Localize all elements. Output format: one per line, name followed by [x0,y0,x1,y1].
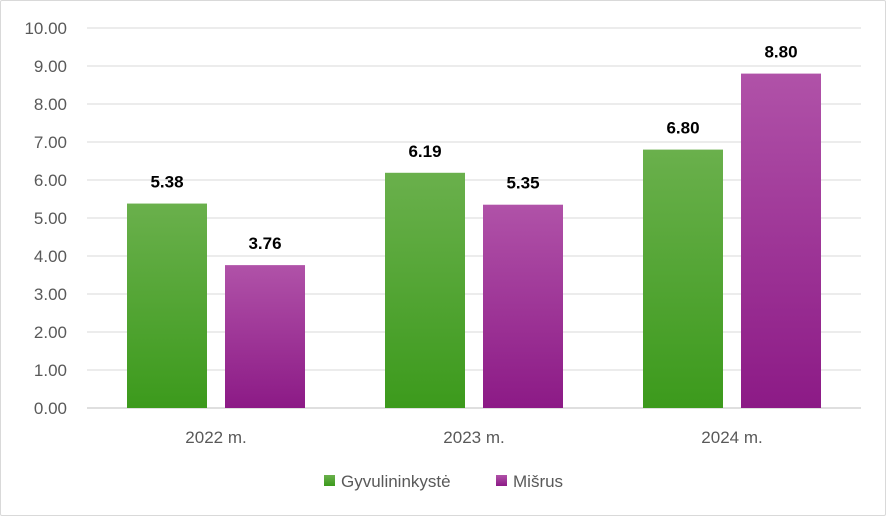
data-label: 6.19 [408,142,441,161]
y-tick-label: 1.00 [34,361,67,380]
y-tick-label: 9.00 [34,57,67,76]
data-label: 8.80 [764,43,797,62]
legend-swatch [496,475,507,486]
y-tick-label: 5.00 [34,209,67,228]
bar-misrus [483,204,563,408]
x-category-label: 2023 m. [443,428,504,447]
data-labels: 5.38 3.76 6.19 5.35 6.80 8.80 [150,43,797,254]
y-tick-label: 6.00 [34,171,67,190]
legend: Gyvulininkystė Mišrus [324,472,563,491]
x-axis-category-labels: 2022 m. 2023 m. 2024 m. [185,428,762,447]
bar-gyvulininkyste [385,172,465,408]
y-tick-label: 10.00 [24,19,67,38]
data-label: 5.35 [506,174,539,193]
legend-swatch [324,475,335,486]
bar-gyvulininkyste [127,203,207,408]
data-label: 5.38 [150,173,183,192]
bar-misrus [225,265,305,408]
legend-label: Mišrus [513,472,563,491]
y-tick-label: 3.00 [34,285,67,304]
y-tick-label: 7.00 [34,133,67,152]
y-tick-label: 4.00 [34,247,67,266]
y-tick-label: 8.00 [34,95,67,114]
legend-label: Gyvulininkystė [341,472,451,491]
y-tick-label: 2.00 [34,323,67,342]
bar-gyvulininkyste [643,149,723,408]
gridlines [87,27,861,409]
bars [127,73,821,408]
y-tick-label: 0.00 [34,399,67,418]
y-axis-tick-labels: 0.00 1.00 2.00 3.00 4.00 5.00 6.00 7.00 8.00 9.00… [24,19,67,418]
data-label: 3.76 [248,234,281,253]
bar-misrus [741,73,821,408]
x-category-label: 2022 m. [185,428,246,447]
x-category-label: 2024 m. [701,428,762,447]
data-label: 6.80 [666,119,699,138]
